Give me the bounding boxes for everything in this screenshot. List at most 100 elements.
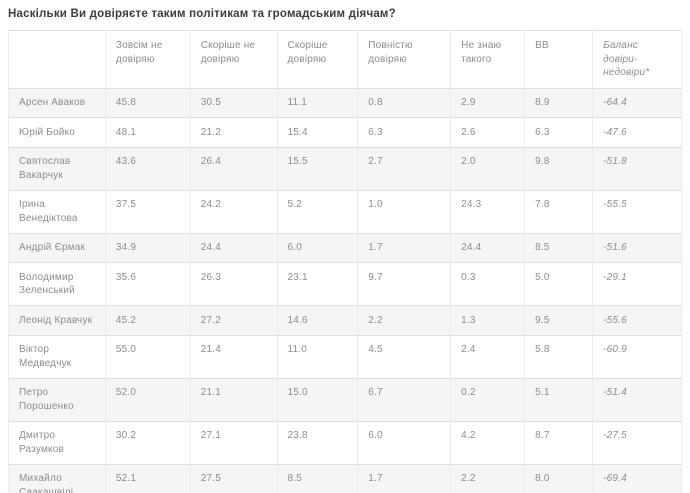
value-cell: 30.5 — [189, 87, 278, 118]
balance-cell: -64.4 — [592, 87, 682, 118]
balance-cell: -29.1 — [592, 262, 682, 306]
value-cell: 11.1 — [276, 87, 359, 118]
value-cell: 34.9 — [104, 232, 191, 263]
value-cell: 15.0 — [276, 377, 359, 422]
balance-cell: -51.4 — [592, 377, 682, 422]
value-cell: 8.5 — [276, 463, 359, 493]
balance-cell: -51.8 — [592, 146, 682, 191]
value-cell: 24.4 — [450, 232, 526, 263]
value-cell: 2.0 — [450, 146, 526, 191]
value-cell: 6.0 — [276, 232, 359, 263]
table-row: Віктор Медведчук 55.0 21.4 11.0 4.5 2.4 … — [8, 334, 682, 379]
value-cell: 24.3 — [450, 189, 526, 234]
value-cell: 5.8 — [524, 334, 594, 379]
value-cell: 15.5 — [276, 146, 359, 191]
trust-table: Зовсім не довіряю Скоріше не довіряю Ско… — [8, 30, 682, 493]
value-cell: 7.8 — [524, 189, 594, 234]
balance-cell: -27.5 — [592, 420, 682, 465]
value-cell: 14.6 — [276, 305, 359, 336]
politician-name: Володимир Зеленський — [8, 262, 106, 306]
value-cell: 8.7 — [524, 420, 594, 465]
politician-name: Арсен Аваков — [8, 87, 106, 118]
table-row: Юрій Бойко 48.1 21.2 15.4 6.3 2.6 6.3 -4… — [8, 117, 682, 148]
value-cell: 45.8 — [104, 87, 191, 118]
value-cell: 23.8 — [276, 420, 359, 465]
value-cell: 1.3 — [450, 305, 526, 336]
table-row: Петро Порошенко 52.0 21.1 15.0 6.7 0.2 5… — [8, 377, 682, 422]
balance-cell: -47.6 — [592, 117, 682, 148]
politician-name: Андрій Єрмак — [8, 232, 106, 263]
column-header-dont-know: Не знаю такого — [450, 30, 526, 89]
politician-name: Леонід Кравчук — [8, 305, 106, 336]
value-cell: 5.1 — [524, 377, 594, 422]
balance-cell: -55.6 — [592, 305, 682, 336]
value-cell: 21.4 — [189, 334, 278, 379]
table-row: Арсен Аваков 45.8 30.5 11.1 0.8 2.9 8.9 … — [8, 87, 682, 118]
value-cell: 0.2 — [450, 377, 526, 422]
page-title: Наскільки Ви довіряєте таким політикам т… — [8, 8, 396, 20]
value-cell: 55.0 — [104, 334, 191, 379]
value-cell: 6.3 — [357, 117, 452, 148]
value-cell: 4.5 — [357, 334, 452, 379]
politician-name: Віктор Медведчук — [8, 334, 106, 379]
value-cell: 27.2 — [189, 305, 278, 336]
politician-name: Ірина Венедіктова — [8, 189, 106, 234]
value-cell: 24.2 — [189, 189, 278, 234]
value-cell: 43.6 — [104, 146, 191, 191]
value-cell: 48.1 — [104, 117, 191, 148]
value-cell: 8.0 — [524, 463, 594, 493]
column-header-rather-distrust: Скоріше не довіряю — [189, 30, 278, 89]
table-row: Леонід Кравчук 45.2 27.2 14.6 2.2 1.3 9.… — [8, 305, 682, 336]
value-cell: 2.9 — [450, 87, 526, 118]
balance-cell: -55.5 — [592, 189, 682, 234]
value-cell: 45.2 — [104, 305, 191, 336]
table-row: Михайло Саакашвілі 52.1 27.5 8.5 1.7 2.2… — [8, 463, 682, 493]
value-cell: 27.1 — [189, 420, 278, 465]
value-cell: 4.2 — [450, 420, 526, 465]
empty-header-cell — [8, 30, 106, 89]
value-cell: 0.3 — [450, 262, 526, 306]
value-cell: 1.0 — [357, 189, 452, 234]
table-row: Ірина Венедіктова 37.5 24.2 5.2 1.0 24.3… — [8, 189, 682, 234]
politician-name: Юрій Бойко — [8, 117, 106, 148]
value-cell: 24.4 — [189, 232, 278, 263]
value-cell: 21.1 — [189, 377, 278, 422]
value-cell: 6.0 — [357, 420, 452, 465]
value-cell: 2.4 — [450, 334, 526, 379]
value-cell: 5.0 — [524, 262, 594, 306]
value-cell: 2.6 — [450, 117, 526, 148]
table-row: Дмитро Разумков 30.2 27.1 23.8 6.0 4.2 8… — [8, 420, 682, 465]
value-cell: 27.5 — [189, 463, 278, 493]
value-cell: 2.2 — [357, 305, 452, 336]
politician-name: Святослав Вакарчук — [8, 146, 106, 191]
value-cell: 21.2 — [189, 117, 278, 148]
value-cell: 8.5 — [524, 232, 594, 263]
value-cell: 2.2 — [450, 463, 526, 493]
value-cell: 5.2 — [276, 189, 359, 234]
value-cell: 1.7 — [357, 232, 452, 263]
column-header-hard-to-answer: ВВ — [524, 30, 594, 89]
value-cell: 6.3 — [524, 117, 594, 148]
value-cell: 26.4 — [189, 146, 278, 191]
table-row: Андрій Єрмак 34.9 24.4 6.0 1.7 24.4 8.5 … — [8, 232, 682, 263]
value-cell: 1.7 — [357, 463, 452, 493]
value-cell: 6.7 — [357, 377, 452, 422]
column-header-balance: Баланс довіри-недовіри* — [592, 30, 682, 89]
value-cell: 23.1 — [276, 262, 359, 306]
politician-name: Петро Порошенко — [8, 377, 106, 422]
value-cell: 52.0 — [104, 377, 191, 422]
column-header-rather-trust: Скоріше довіряю — [276, 30, 359, 89]
header-row: Зовсім не довіряю Скоріше не довіряю Ско… — [8, 30, 682, 89]
table-row: Володимир Зеленський 35.6 26.3 23.1 9.7 … — [8, 262, 682, 306]
value-cell: 15.4 — [276, 117, 359, 148]
balance-cell: -60.9 — [592, 334, 682, 379]
value-cell: 37.5 — [104, 189, 191, 234]
value-cell: 35.6 — [104, 262, 191, 306]
value-cell: 26.3 — [189, 262, 278, 306]
value-cell: 2.7 — [357, 146, 452, 191]
value-cell: 0.8 — [357, 87, 452, 118]
value-cell: 9.8 — [524, 146, 594, 191]
balance-cell: -69.4 — [592, 463, 682, 493]
politician-name: Дмитро Разумков — [8, 420, 106, 465]
